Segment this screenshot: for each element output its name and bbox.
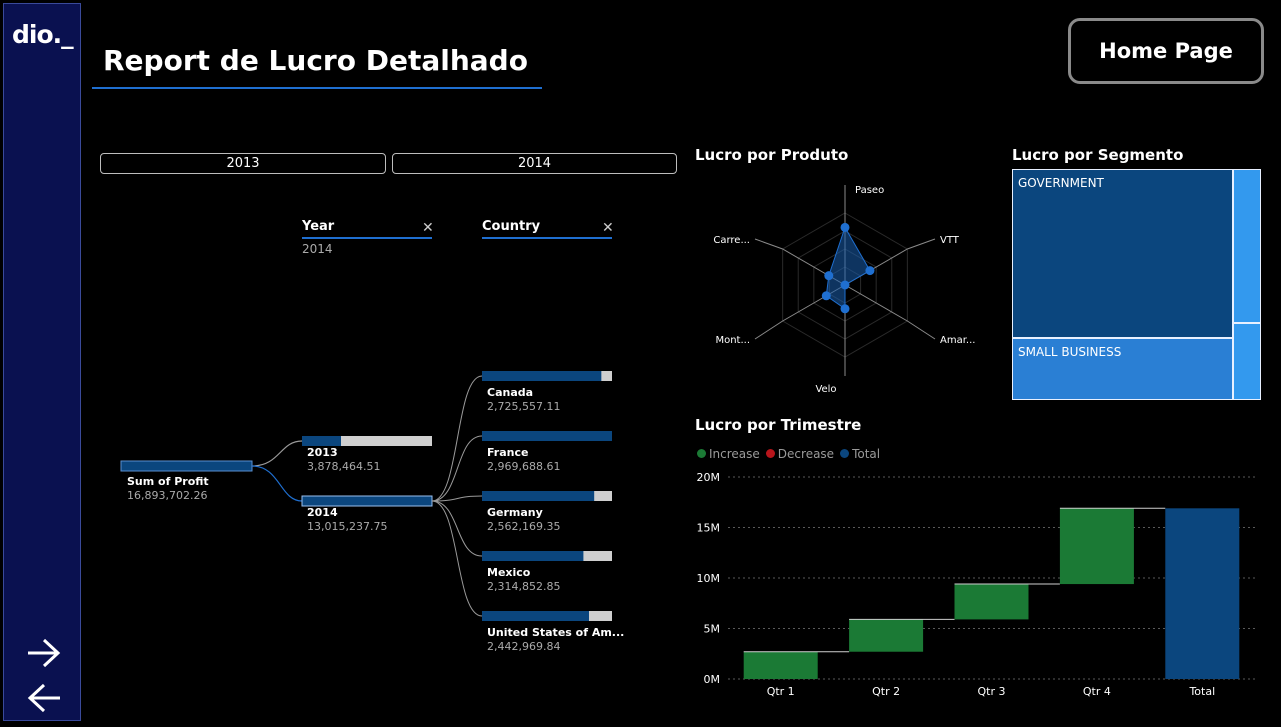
radar-point bbox=[865, 266, 875, 276]
country-value: 2,442,969.84 bbox=[487, 640, 560, 653]
radar-axis-label: Amar... bbox=[940, 335, 975, 346]
radar-axis-label: Carre... bbox=[713, 235, 750, 246]
country-link bbox=[431, 500, 483, 617]
y-tick-label: 5M bbox=[704, 623, 721, 636]
radar-axis-label: Paseo bbox=[855, 185, 884, 196]
x-tick-label: Qtr 4 bbox=[1083, 685, 1111, 698]
treemap-cell-small-business[interactable]: SMALL BUSINESS bbox=[1012, 338, 1233, 400]
arrow-left-icon[interactable] bbox=[24, 681, 64, 715]
country-label: France bbox=[487, 446, 528, 459]
title-underline bbox=[92, 87, 542, 89]
year-value: 13,015,237.75 bbox=[307, 520, 387, 533]
treemap-label-government: GOVERNMENT bbox=[1018, 176, 1104, 190]
country-header-line bbox=[482, 237, 612, 239]
waterfall-bar bbox=[954, 584, 1029, 620]
clear-country-icon[interactable]: ✕ bbox=[602, 220, 614, 236]
page-title: Report de Lucro Detalhado bbox=[103, 44, 528, 77]
legend-total[interactable]: Total bbox=[840, 447, 880, 461]
radar-axis-label: VTT bbox=[940, 235, 960, 246]
root-value: 16,893,702.26 bbox=[127, 489, 207, 502]
year-header: Year bbox=[302, 219, 335, 234]
radar-point bbox=[840, 280, 850, 290]
country-bar bbox=[482, 491, 595, 501]
radar-title: Lucro por Produto bbox=[695, 146, 849, 164]
country-link bbox=[431, 500, 483, 557]
radar-point bbox=[821, 291, 831, 301]
radar-axis-label: Velo bbox=[815, 384, 836, 395]
radar-point bbox=[824, 271, 834, 281]
treemap-cell-government[interactable]: GOVERNMENT bbox=[1012, 169, 1233, 338]
legend-increase[interactable]: Increase bbox=[697, 447, 760, 461]
x-tick-label: Qtr 2 bbox=[872, 685, 900, 698]
waterfall-bar bbox=[1059, 508, 1134, 585]
waterfall-chart: 0M 5M 10M 15M 20M Qtr 1 Qtr 2 Qtr 3 Qtr 4 Total bbox=[697, 471, 1255, 698]
treemap-title: Lucro por Segmento bbox=[1012, 146, 1184, 164]
legend-increase-label: Increase bbox=[709, 447, 760, 461]
home-page-button[interactable]: Home Page bbox=[1068, 18, 1264, 84]
treemap-label-small-business: SMALL BUSINESS bbox=[1018, 345, 1122, 359]
radar-point bbox=[840, 304, 850, 314]
year-link bbox=[251, 440, 303, 467]
country-value: 2,562,169.35 bbox=[487, 520, 560, 533]
x-tick-label: Qtr 1 bbox=[767, 685, 795, 698]
waterfall-legend: Increase Decrease Total bbox=[697, 447, 880, 461]
waterfall-bar bbox=[849, 619, 924, 652]
country-value: 2,969,688.61 bbox=[487, 460, 560, 473]
y-tick-label: 10M bbox=[697, 572, 721, 585]
treemap-cell-other-2[interactable] bbox=[1233, 323, 1261, 400]
x-tick-label: Qtr 3 bbox=[978, 685, 1006, 698]
treemap-cell-other-1[interactable] bbox=[1233, 169, 1261, 323]
year-label: 2014 bbox=[307, 506, 338, 519]
radar-chart: Paseo VTT Amar... Velo Mont... Carre... bbox=[713, 185, 975, 395]
legend-decrease[interactable]: Decrease bbox=[765, 447, 835, 461]
waterfall-bar bbox=[1165, 508, 1240, 679]
radar-point bbox=[840, 222, 850, 232]
country-label: Germany bbox=[487, 506, 543, 519]
year-link bbox=[251, 465, 303, 502]
waterfall-title: Lucro por Trimestre bbox=[695, 416, 862, 434]
slicer-2014-button[interactable]: 2014 bbox=[392, 153, 677, 174]
legend-decrease-label: Decrease bbox=[777, 447, 835, 461]
waterfall-bar bbox=[743, 651, 818, 679]
slicer-2013-button[interactable]: 2013 bbox=[100, 153, 386, 174]
country-link bbox=[431, 495, 483, 502]
country-link bbox=[431, 375, 483, 502]
root-bar bbox=[120, 460, 253, 472]
radar-axis bbox=[754, 238, 846, 286]
country-label: United States of Am... bbox=[487, 626, 624, 639]
country-bar bbox=[482, 611, 589, 621]
year-bar bbox=[301, 495, 433, 507]
year-label: 2013 bbox=[307, 446, 338, 459]
y-tick-label: 20M bbox=[697, 471, 721, 484]
year-bar bbox=[302, 436, 341, 446]
country-value: 2,725,557.11 bbox=[487, 400, 560, 413]
root-label: Sum of Profit bbox=[127, 475, 209, 488]
legend-total-label: Total bbox=[852, 447, 881, 461]
year-selected-value: 2014 bbox=[302, 242, 333, 256]
country-bar bbox=[482, 371, 602, 381]
radar-axis bbox=[844, 284, 936, 340]
country-bar bbox=[482, 551, 584, 561]
country-header: Country bbox=[482, 219, 541, 234]
country-label: Canada bbox=[487, 386, 533, 399]
sidebar: dio._ bbox=[3, 3, 81, 721]
country-value: 2,314,852.85 bbox=[487, 580, 560, 593]
y-tick-label: 0M bbox=[704, 673, 721, 686]
year-bar-bg bbox=[302, 436, 432, 446]
country-label: Mexico bbox=[487, 566, 531, 579]
arrow-right-icon[interactable] bbox=[24, 636, 64, 670]
radar-area bbox=[825, 226, 871, 310]
logo: dio._ bbox=[12, 20, 74, 49]
clear-year-icon[interactable]: ✕ bbox=[422, 220, 434, 236]
y-tick-label: 15M bbox=[697, 522, 721, 535]
country-bar bbox=[482, 431, 612, 441]
year-header-line bbox=[302, 237, 432, 239]
radar-axis-label: Mont... bbox=[715, 335, 750, 346]
year-value: 3,878,464.51 bbox=[307, 460, 380, 473]
country-link bbox=[431, 435, 483, 502]
segment-treemap: GOVERNMENT SMALL BUSINESS bbox=[1012, 169, 1261, 400]
x-tick-label: Total bbox=[1188, 685, 1215, 698]
